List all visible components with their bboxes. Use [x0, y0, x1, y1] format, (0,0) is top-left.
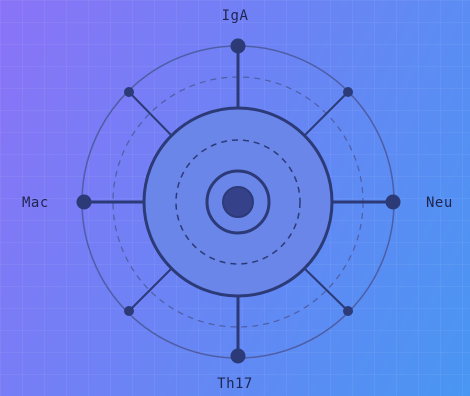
node-top-left: [124, 87, 134, 97]
node-top-right: [343, 87, 353, 97]
label-left: Mac: [22, 195, 49, 211]
node-bottom-left: [124, 306, 134, 316]
spoke-bottom-right: [303, 267, 349, 312]
label-top: IgA: [221, 8, 249, 24]
node-top: [230, 38, 246, 54]
spoke-bottom-left: [128, 267, 173, 312]
inner-dashed-ring: [175, 139, 301, 265]
core-node: [222, 186, 254, 218]
node-bottom: [230, 348, 246, 364]
label-right: Neu: [426, 195, 453, 211]
node-bottom-right: [343, 306, 353, 316]
node-left: [76, 194, 92, 210]
node-right: [385, 194, 401, 210]
core-ring: [205, 169, 271, 235]
spoke-top-left: [128, 91, 173, 137]
label-bottom: Th17: [217, 376, 253, 392]
spoke-top-right: [303, 91, 349, 137]
